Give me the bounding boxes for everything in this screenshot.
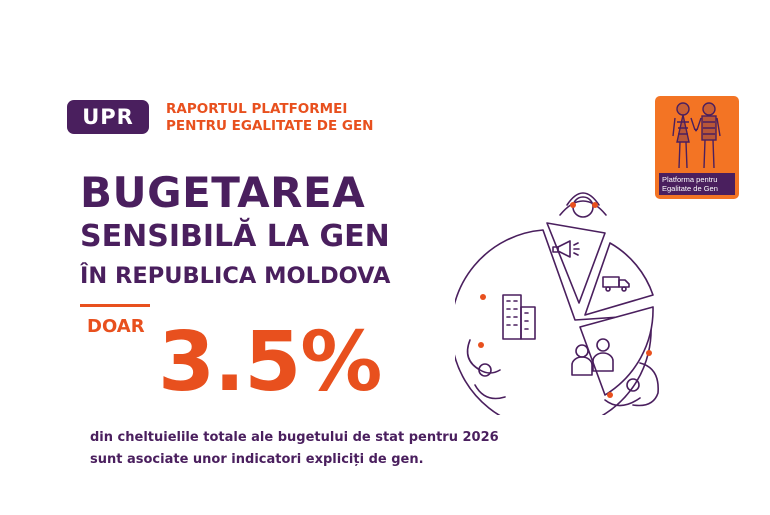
pie-slice-megaphone [546, 222, 606, 304]
description-line2: sunt asociate unor indicatori expliciți … [90, 452, 424, 467]
person-top-icon [559, 192, 607, 218]
stat-value: 3.5% [158, 315, 382, 410]
report-heading-line2: PENTRU EGALITATE DE GEN [166, 118, 374, 134]
truck-icon [602, 276, 630, 292]
description: din cheltuielile totale ale bugetului de… [90, 427, 499, 471]
title-line3: ÎN REPUBLICA MOLDOVA [80, 263, 391, 289]
report-heading: RAPORTUL PLATFORMEI PENTRU EGALITATE DE … [166, 101, 373, 135]
building-icon [502, 294, 536, 340]
person-left-icon [466, 339, 506, 400]
logo-caption-line2: Egalitate de Gen [662, 184, 718, 193]
people-icon [571, 338, 614, 376]
megaphone-icon [552, 240, 580, 258]
title-line1: BUGETAREA [80, 168, 366, 217]
divider [80, 304, 150, 307]
pie-illustration [455, 192, 659, 415]
pie-slice-people [579, 306, 654, 396]
report-heading-line1: RAPORTUL PLATFORMEI [166, 101, 348, 117]
logo-caption: Platforma pentru Egalitate de Gen [659, 173, 735, 195]
person-right-icon [604, 362, 659, 407]
platform-logo: Platforma pentru Egalitate de Gen [655, 96, 739, 199]
stat-prefix: DOAR [87, 316, 145, 337]
title-line2: SENSIBILĂ LA GEN [80, 219, 390, 254]
couple-icon [672, 102, 721, 169]
upr-badge: UPR [67, 100, 149, 134]
description-line1: din cheltuielile totale ale bugetului de… [90, 430, 499, 445]
logo-caption-line1: Platforma pentru [662, 175, 718, 184]
upr-badge-label: UPR [82, 105, 134, 129]
